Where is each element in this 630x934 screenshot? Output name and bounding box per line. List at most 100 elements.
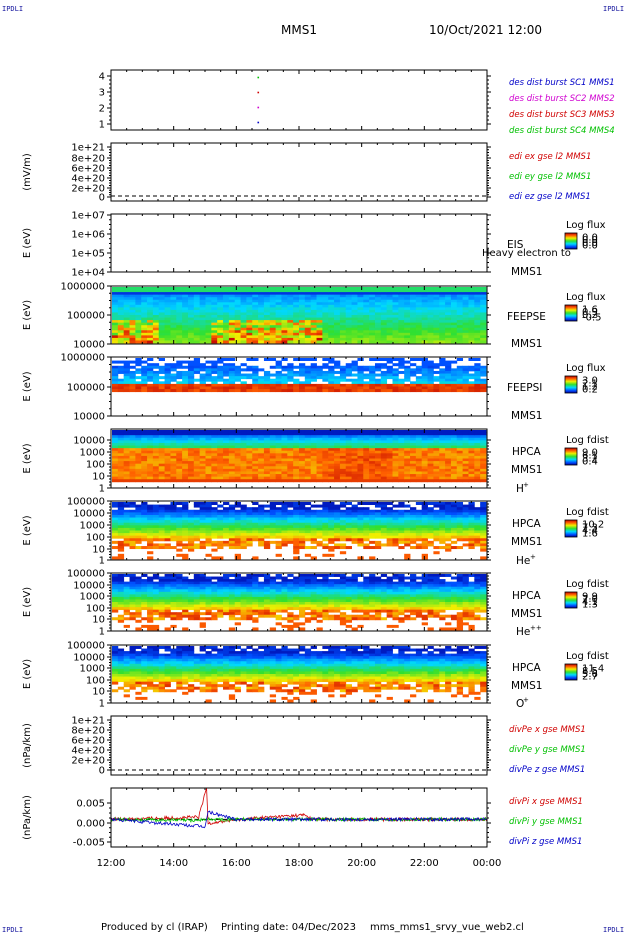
- heatmap-cell: [334, 365, 341, 369]
- heatmap-cell: [217, 299, 224, 303]
- heatmap-cell: [129, 376, 136, 380]
- heatmap-cell: [187, 458, 195, 462]
- heatmap-cell: [345, 297, 352, 301]
- heatmap-cell: [339, 504, 347, 508]
- heatmap-cell: [176, 453, 183, 457]
- heatmap-cell: [322, 546, 329, 550]
- heatmap-cell: [328, 522, 335, 526]
- heatmap-cell: [152, 509, 160, 513]
- heatmap-cell: [351, 360, 358, 364]
- heatmap-cell: [439, 386, 446, 390]
- heatmap-cell: [152, 476, 160, 480]
- heatmap-cell: [211, 309, 218, 313]
- heatmap-cell: [129, 546, 136, 550]
- heatmap-cell: [415, 450, 423, 454]
- heatmap-cell: [147, 325, 154, 329]
- heatmap-cell: [223, 461, 230, 465]
- heatmap-cell: [281, 453, 288, 457]
- heatmap-cell: [374, 535, 382, 539]
- heatmap-cell: [129, 509, 136, 513]
- heatmap-cell: [351, 381, 358, 385]
- heatmap-cell: [141, 317, 148, 321]
- heatmap-cell: [158, 309, 165, 313]
- heatmap-cell: [415, 512, 423, 516]
- heatmap-cell: [263, 448, 271, 452]
- heatmap-cell: [316, 533, 323, 537]
- y-tick-label: 10000: [73, 412, 105, 423]
- heatmap-cell: [339, 330, 347, 334]
- heatmap-cell: [439, 332, 446, 336]
- heatmap-cell: [363, 294, 370, 298]
- y-tick-label: 1000: [80, 521, 105, 532]
- heatmap-cell: [275, 376, 282, 380]
- heatmap-cell: [152, 325, 160, 329]
- heatmap-cell: [404, 289, 411, 293]
- heatmap-cell: [228, 445, 236, 449]
- heatmap-cell: [293, 466, 300, 470]
- heatmap-cell: [158, 335, 165, 339]
- heatmap-cell: [252, 327, 259, 331]
- heatmap-cell: [345, 522, 352, 526]
- heatmap-cell: [246, 463, 253, 467]
- heatmap-cell: [439, 432, 446, 436]
- heatmap-cell: [427, 292, 434, 296]
- heatmap-cell: [287, 463, 294, 467]
- heatmap-cell: [334, 437, 341, 441]
- heatmap-cell: [187, 517, 195, 521]
- heatmap-cell: [158, 476, 165, 480]
- heatmap-cell: [293, 530, 300, 534]
- heatmap-cell: [310, 289, 317, 293]
- heatmap-cell: [345, 304, 352, 308]
- heatmap-cell: [176, 322, 183, 326]
- heatmap-cell: [404, 455, 411, 459]
- heatmap-cell: [164, 461, 171, 465]
- heatmap-cell: [328, 448, 335, 452]
- heatmap-cell: [322, 312, 329, 316]
- heatmap-cell: [164, 530, 171, 534]
- heatmap-cell: [252, 373, 259, 377]
- y-tick-label: 10000: [73, 436, 105, 447]
- heatmap-cell: [345, 302, 352, 306]
- heatmap-cell: [246, 458, 253, 462]
- heatmap-cell: [217, 322, 224, 326]
- heatmap-cell: [468, 448, 475, 452]
- heatmap-cell: [275, 461, 282, 465]
- heatmap-cell: [462, 370, 469, 374]
- heatmap-cell: [234, 535, 241, 539]
- heatmap-cell: [293, 458, 300, 462]
- heatmap-cell: [129, 386, 136, 390]
- heatmap-cell: [281, 292, 288, 296]
- heatmap-cell: [310, 514, 317, 518]
- heatmap-cell: [427, 315, 434, 318]
- heatmap-cell: [456, 522, 464, 526]
- heatmap-cell: [392, 358, 399, 361]
- heatmap-cell: [404, 474, 411, 478]
- heatmap-cell: [135, 455, 142, 459]
- heatmap-cell: [351, 309, 358, 313]
- heatmap-cell: [351, 435, 358, 439]
- heatmap-cell: [357, 437, 364, 441]
- heatmap-cell: [299, 517, 306, 521]
- heatmap-cell: [351, 453, 358, 457]
- heatmap-cell: [433, 463, 440, 467]
- heatmap-cell: [304, 466, 312, 470]
- heatmap-cell: [223, 292, 230, 296]
- heatmap-cell: [363, 432, 370, 436]
- heatmap-cell: [450, 463, 458, 467]
- heatmap-cell: [217, 304, 224, 308]
- heatmap-cell: [170, 535, 177, 539]
- heatmap-cell: [404, 322, 411, 326]
- heatmap-cell: [474, 437, 481, 441]
- heatmap-cell: [392, 332, 399, 336]
- heatmap-cell: [316, 332, 323, 336]
- heatmap-cell: [421, 450, 428, 454]
- heatmap-cell: [316, 504, 323, 508]
- heatmap-cell: [339, 533, 347, 537]
- heatmap-cell: [228, 520, 236, 524]
- heatmap-cell: [386, 297, 393, 301]
- heatmap-cell: [141, 463, 148, 467]
- heatmap-cell: [474, 389, 481, 393]
- heatmap-cell: [299, 455, 306, 459]
- heatmap-cell: [182, 383, 189, 387]
